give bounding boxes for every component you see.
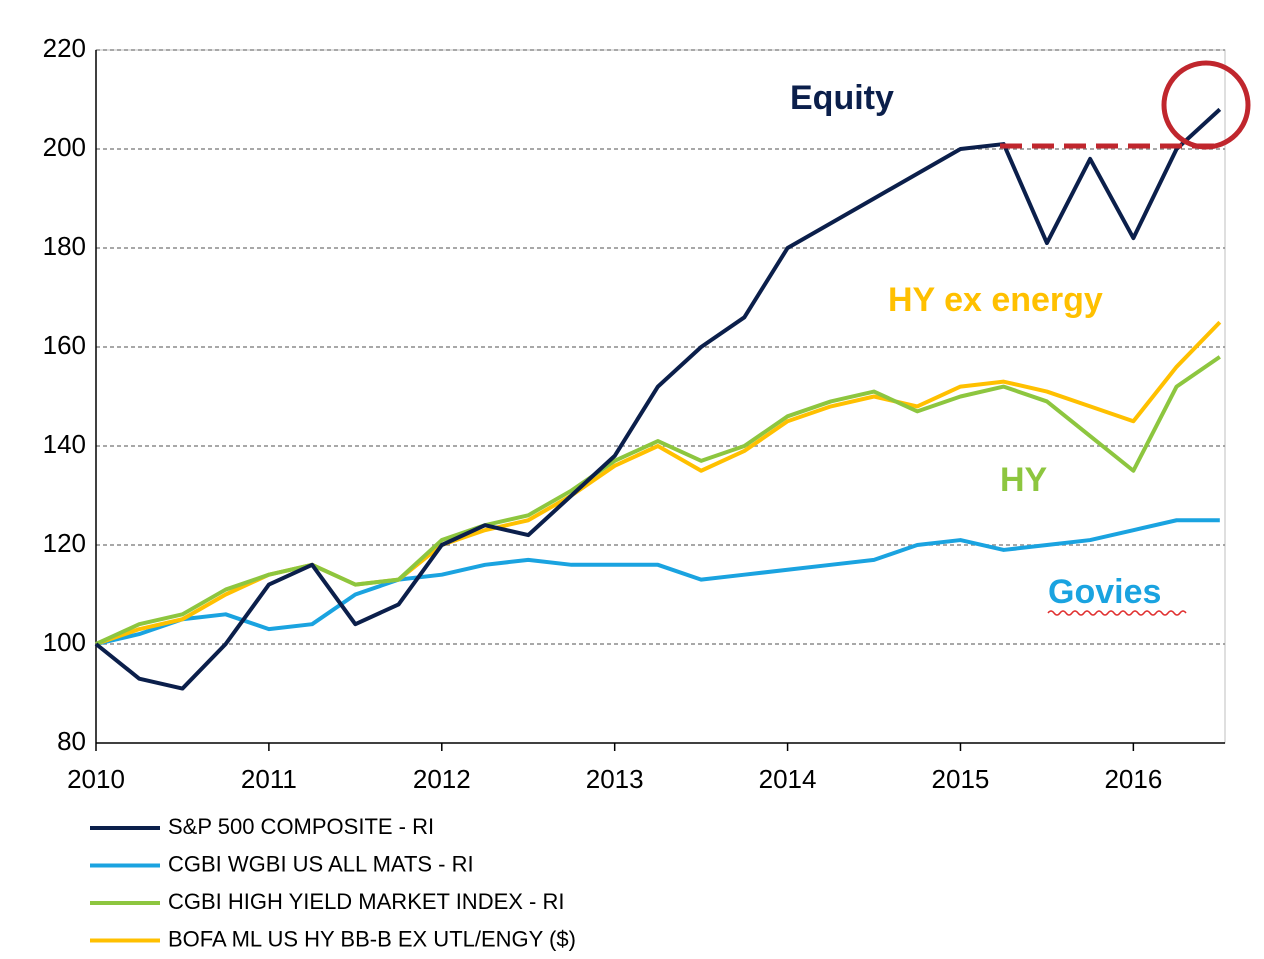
x-tick-label: 2013 [586, 764, 644, 794]
annotation: HY [1000, 461, 1048, 499]
annotation: Equity [790, 79, 894, 117]
x-tick-label: 2015 [932, 764, 990, 794]
legend-label: CGBI WGBI US ALL MATS - RI [168, 851, 474, 876]
legend-label: BOFA ML US HY BB-B EX UTL/ENGY ($) [168, 926, 576, 951]
y-tick-label: 120 [43, 528, 86, 558]
series-line [94, 107, 1222, 691]
annotation: Govies [1048, 573, 1161, 611]
y-tick-label: 200 [43, 132, 86, 162]
series-line [95, 518, 1220, 646]
x-tick-label: 2016 [1104, 764, 1162, 794]
y-tick-label: 220 [43, 33, 86, 63]
y-tick-label: 140 [43, 429, 86, 459]
x-tick-label: 2012 [413, 764, 471, 794]
legend-label: CGBI HIGH YIELD MARKET INDEX - RI [168, 889, 564, 914]
y-tick-label: 160 [43, 330, 86, 360]
highlight-circle [1161, 60, 1251, 150]
series-line [95, 355, 1221, 646]
x-tick-label: 2010 [67, 764, 125, 794]
y-tick-label: 80 [57, 726, 86, 756]
y-tick-label: 180 [43, 231, 86, 261]
x-tick-label: 2011 [241, 764, 297, 794]
y-tick-label: 100 [43, 627, 86, 657]
spell-underline [1047, 610, 1187, 616]
legend-label: S&P 500 COMPOSITE - RI [168, 814, 434, 839]
annotation: HY ex energy [888, 281, 1103, 319]
x-tick-label: 2014 [759, 764, 817, 794]
